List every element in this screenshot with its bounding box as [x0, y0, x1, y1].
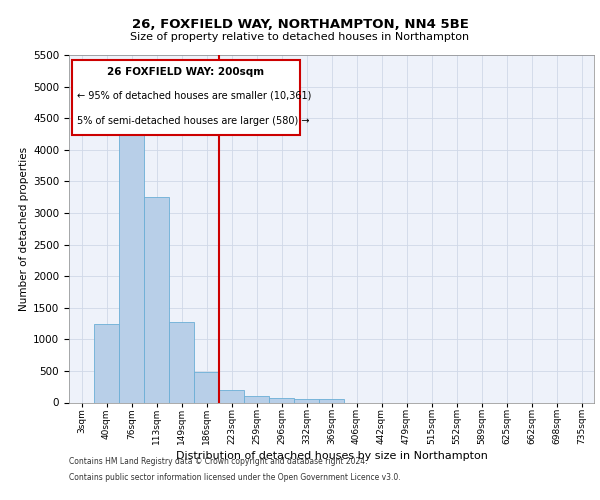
Bar — [269, 398, 294, 402]
Bar — [319, 400, 344, 402]
Text: 26, FOXFIELD WAY, NORTHAMPTON, NN4 5BE: 26, FOXFIELD WAY, NORTHAMPTON, NN4 5BE — [131, 18, 469, 30]
Bar — [294, 398, 319, 402]
Text: Contains public sector information licensed under the Open Government Licence v3: Contains public sector information licen… — [69, 472, 401, 482]
Bar — [219, 390, 244, 402]
Bar — [94, 324, 119, 402]
X-axis label: Distribution of detached houses by size in Northampton: Distribution of detached houses by size … — [176, 452, 487, 462]
Text: ← 95% of detached houses are smaller (10,361): ← 95% of detached houses are smaller (10… — [77, 90, 311, 101]
Bar — [244, 396, 269, 402]
Bar — [194, 372, 219, 402]
Text: Contains HM Land Registry data © Crown copyright and database right 2024.: Contains HM Land Registry data © Crown c… — [69, 458, 367, 466]
Text: 5% of semi-detached houses are larger (580) →: 5% of semi-detached houses are larger (5… — [77, 116, 310, 126]
Bar — [119, 131, 144, 402]
Bar — [169, 322, 194, 402]
Text: 26 FOXFIELD WAY: 200sqm: 26 FOXFIELD WAY: 200sqm — [107, 67, 265, 77]
Text: Size of property relative to detached houses in Northampton: Size of property relative to detached ho… — [130, 32, 470, 42]
Bar — [144, 197, 169, 402]
FancyBboxPatch shape — [71, 60, 300, 135]
Y-axis label: Number of detached properties: Number of detached properties — [19, 146, 29, 311]
